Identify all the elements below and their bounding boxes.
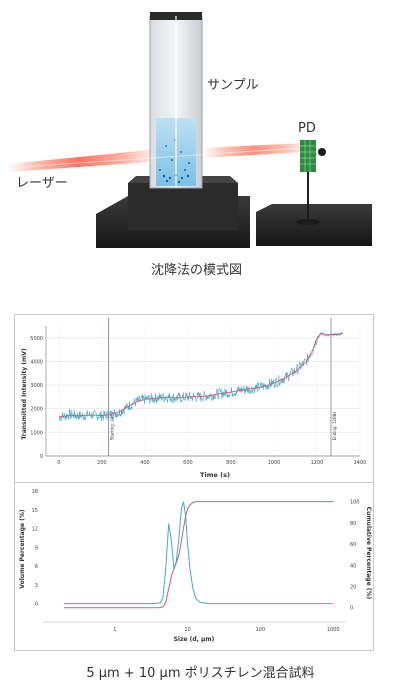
sample-label: サンプル xyxy=(207,78,259,93)
y-tick-label: 18 xyxy=(32,489,38,495)
y-tick-label: 2000 xyxy=(30,407,43,413)
intensity-chart-axes: 0 1000 2000 3000 4000 5000 0 200 400 600 800 1000 12… xyxy=(30,326,366,466)
x-tick-label: 1 xyxy=(113,627,116,633)
intensity-series-smoothed xyxy=(58,332,343,418)
size-distribution-chart: 0 3 6 9 12 15 18 0 20 40 60 80 100 1 10 100 1000 Size (d… xyxy=(19,489,372,643)
x-tick-label: 1200 xyxy=(311,460,324,466)
sample-cuvette xyxy=(149,12,203,189)
size-chart-y2label: Cumulative Percentage (%) xyxy=(365,507,372,600)
laser-beam xyxy=(8,143,304,172)
y-tick-label: 9 xyxy=(35,545,38,551)
x-tick-label: 10 xyxy=(184,627,190,633)
y-tick-label: 0 xyxy=(40,454,43,460)
y-tick-label: 4000 xyxy=(30,359,43,365)
laser-label: レーザー xyxy=(16,176,68,191)
y-tick-label: 3000 xyxy=(30,383,43,389)
intensity-chart-ylabel: Transmitted Intensity (mV) xyxy=(21,348,28,440)
bottom-caption: 5 μm + 10 μm ポリスチレン混合試料 xyxy=(86,666,315,681)
intensity-chart-annotations: Starting: 240s Ending: 1288s xyxy=(108,318,337,456)
intensity-chart: 0 1000 2000 3000 4000 5000 0 200 400 600 800 1000 12… xyxy=(21,318,366,479)
y-tick-label: 12 xyxy=(32,527,38,533)
x-tick-label: 200 xyxy=(97,460,107,466)
x-tick-label: 0 xyxy=(57,460,60,466)
y-tick-label: 1000 xyxy=(30,430,43,436)
x-tick-label: 400 xyxy=(140,460,150,466)
size-chart-series xyxy=(63,501,334,609)
y2-tick-label: 80 xyxy=(350,521,356,527)
volume-percentage-series xyxy=(63,501,334,605)
intensity-chart-grid xyxy=(46,326,361,457)
illustration-caption: 沈降法の模式図 xyxy=(150,263,242,278)
cumulative-percentage-series xyxy=(63,501,334,609)
y-tick-label: 15 xyxy=(32,508,38,514)
x-tick-label: 600 xyxy=(183,460,193,466)
y2-tick-label: 100 xyxy=(350,500,360,506)
photodetector xyxy=(296,140,326,225)
instrument-base xyxy=(96,176,372,248)
y2-tick-label: 20 xyxy=(350,584,356,590)
intensity-chart-xlabel: Time (s) xyxy=(200,471,230,479)
x-tick-label: 1000 xyxy=(268,460,281,466)
size-chart-axes: 0 3 6 9 12 15 18 0 20 40 60 80 100 1 10 100 1000 xyxy=(32,489,360,633)
chart-divider xyxy=(14,482,374,483)
y2-tick-label: 0 xyxy=(350,606,353,612)
sedimentation-illustration xyxy=(8,12,372,248)
y-tick-label: 5000 xyxy=(30,336,43,342)
size-chart-xlabel: Size (d, μm) xyxy=(174,636,215,643)
y-tick-label: 3 xyxy=(35,583,38,589)
pd-label: PD xyxy=(298,121,316,136)
x-tick-label: 100 xyxy=(256,627,266,633)
annotation-label-0: Starting: 240s xyxy=(109,412,114,440)
y-tick-label: 6 xyxy=(35,564,38,570)
y2-tick-label: 40 xyxy=(350,563,356,569)
y-tick-label: 0 xyxy=(35,602,38,608)
size-chart-ylabel: Volume Percentage (%) xyxy=(19,509,26,589)
intensity-series-raw xyxy=(58,331,343,422)
x-tick-label: 1400 xyxy=(354,460,367,466)
x-tick-label: 800 xyxy=(226,460,236,466)
intensity-chart-series xyxy=(58,331,343,422)
annotation-label-1: Ending: 1288s xyxy=(332,412,337,441)
x-tick-label: 1000 xyxy=(327,627,340,633)
y2-tick-label: 60 xyxy=(350,542,356,548)
